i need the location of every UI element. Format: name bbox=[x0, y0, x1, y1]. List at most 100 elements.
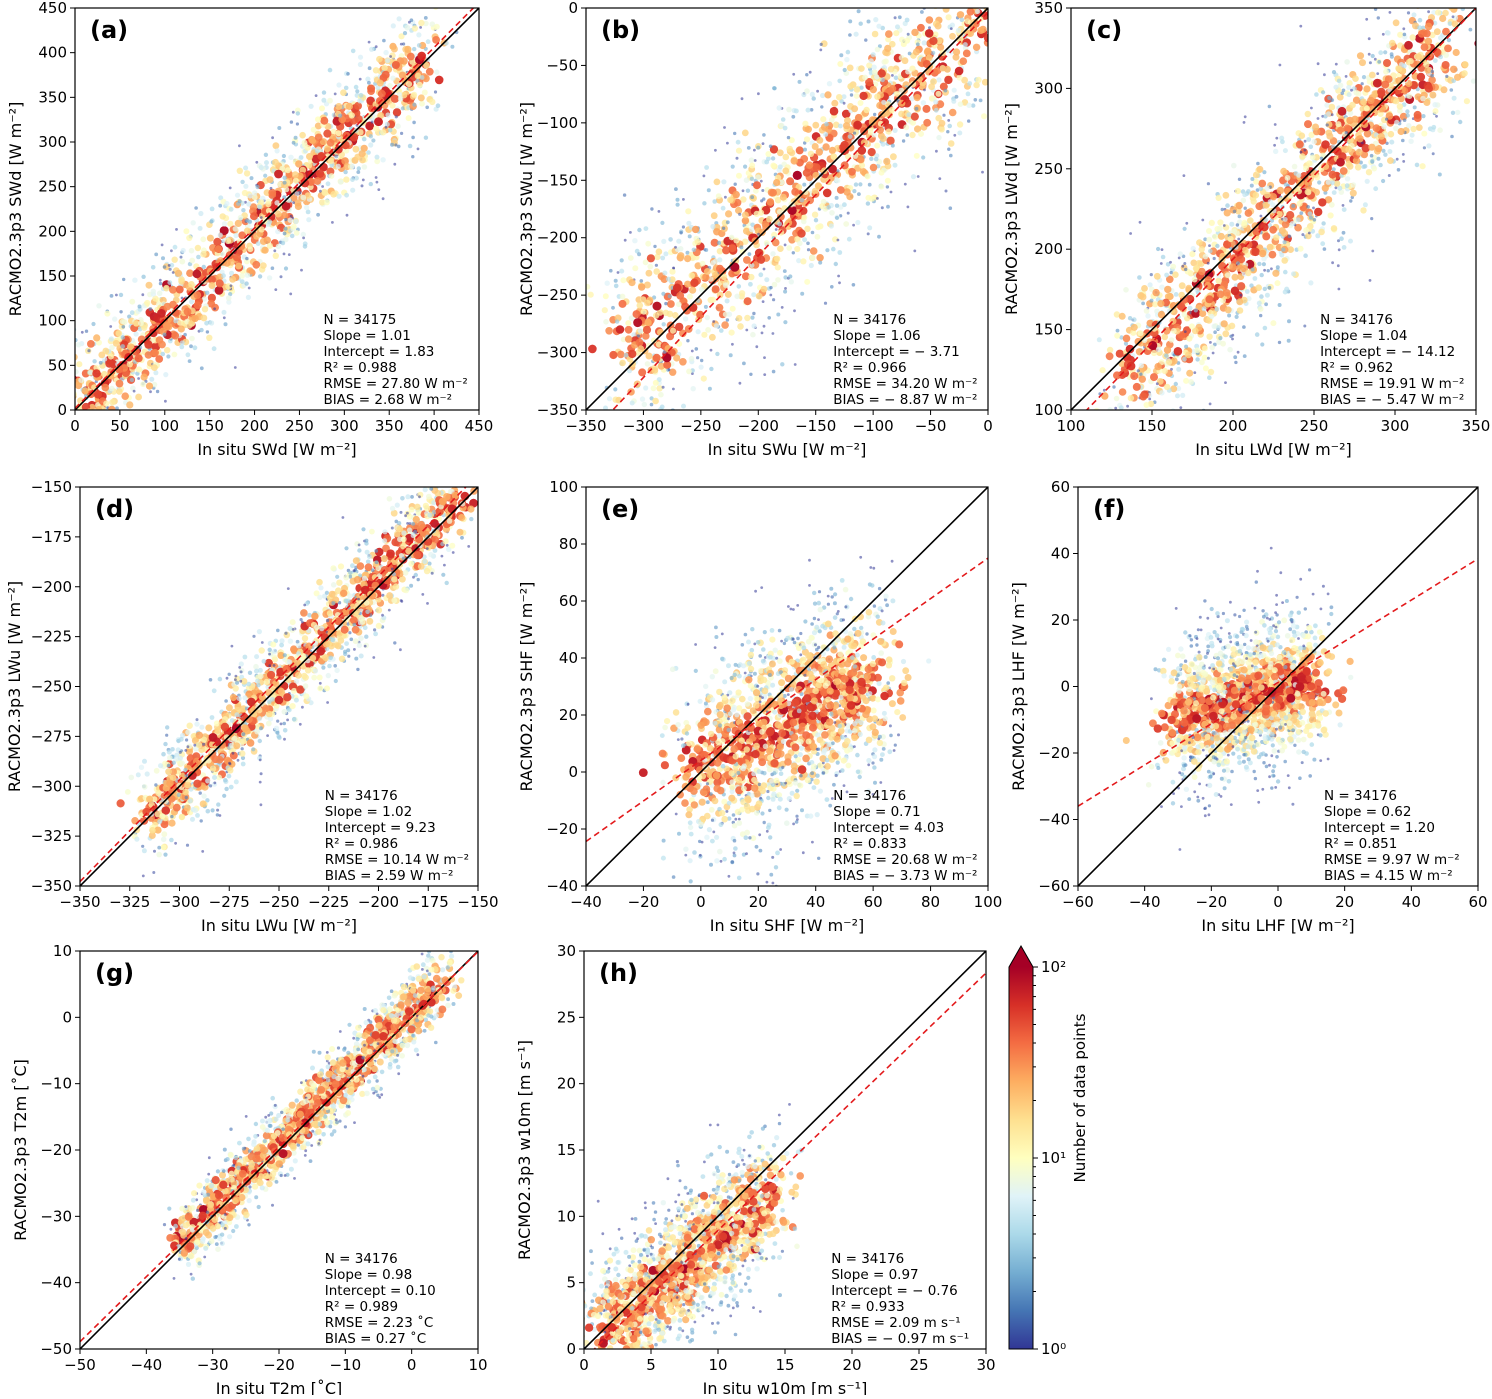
data-point bbox=[1310, 107, 1313, 110]
data-point bbox=[1363, 85, 1370, 92]
data-point bbox=[871, 52, 876, 57]
data-point bbox=[102, 384, 110, 392]
data-point bbox=[1159, 285, 1164, 290]
data-point bbox=[704, 268, 711, 275]
data-point bbox=[252, 261, 260, 269]
data-point bbox=[149, 307, 153, 311]
data-point bbox=[934, 108, 939, 113]
data-point bbox=[1408, 0, 1413, 4]
data-point bbox=[806, 161, 814, 169]
data-point bbox=[334, 145, 342, 153]
data-point bbox=[245, 273, 250, 278]
data-point bbox=[1209, 314, 1214, 319]
data-point bbox=[1150, 299, 1154, 303]
data-point bbox=[222, 310, 227, 315]
data-point bbox=[1425, 84, 1433, 92]
data-point bbox=[1383, 69, 1389, 75]
data-point bbox=[1335, 63, 1338, 66]
data-point bbox=[1243, 121, 1246, 124]
data-point bbox=[334, 679, 338, 683]
data-point bbox=[637, 302, 644, 309]
data-point bbox=[1257, 301, 1262, 306]
data-point bbox=[784, 287, 787, 290]
data-point bbox=[910, 120, 916, 126]
data-point bbox=[350, 177, 355, 182]
data-point bbox=[1164, 384, 1170, 390]
data-point bbox=[661, 292, 665, 296]
data-point bbox=[1218, 336, 1222, 340]
data-point bbox=[189, 336, 195, 342]
x-tick-label: 0 bbox=[70, 417, 80, 435]
data-point bbox=[1415, 53, 1422, 60]
data-point bbox=[1236, 261, 1240, 265]
data-point bbox=[726, 142, 729, 145]
data-point bbox=[1229, 222, 1234, 227]
data-point bbox=[812, 143, 819, 150]
data-point bbox=[773, 179, 780, 186]
data-point bbox=[375, 155, 380, 160]
data-point bbox=[650, 447, 654, 451]
data-point bbox=[1361, 82, 1364, 85]
data-point bbox=[948, 140, 955, 147]
data-point bbox=[739, 245, 743, 249]
data-point bbox=[376, 56, 383, 63]
data-point bbox=[264, 153, 268, 157]
data-point bbox=[633, 310, 641, 318]
data-point bbox=[1229, 323, 1236, 330]
data-point bbox=[815, 234, 821, 240]
data-point bbox=[888, 66, 895, 73]
data-point bbox=[1390, 52, 1394, 56]
data-point bbox=[823, 189, 832, 198]
x-tick-label: 250 bbox=[285, 417, 314, 435]
data-point bbox=[1251, 267, 1255, 271]
data-point bbox=[1119, 313, 1126, 320]
data-point bbox=[979, 99, 983, 103]
data-point bbox=[1381, 149, 1385, 153]
data-point bbox=[605, 281, 610, 286]
data-point bbox=[417, 43, 422, 48]
data-point bbox=[686, 339, 689, 342]
data-point bbox=[1199, 246, 1205, 252]
data-point bbox=[1397, 168, 1401, 172]
data-point bbox=[1287, 319, 1291, 323]
data-point bbox=[721, 179, 726, 184]
data-point bbox=[814, 218, 818, 222]
data-point bbox=[271, 266, 275, 270]
data-point bbox=[865, 173, 871, 179]
data-point bbox=[1426, 0, 1429, 2]
data-point bbox=[1308, 211, 1313, 216]
data-point bbox=[434, 90, 437, 93]
data-point bbox=[701, 332, 707, 338]
data-point bbox=[1406, 113, 1410, 117]
data-point bbox=[794, 363, 797, 366]
data-point bbox=[1189, 323, 1195, 329]
data-point bbox=[902, 139, 905, 142]
data-point bbox=[781, 306, 784, 309]
data-point bbox=[1462, 61, 1469, 68]
data-point bbox=[206, 330, 209, 333]
data-point bbox=[637, 456, 641, 460]
x-tick-label: 350 bbox=[375, 417, 404, 435]
data-point bbox=[1166, 359, 1172, 365]
data-point bbox=[1365, 18, 1368, 21]
data-point bbox=[725, 291, 732, 298]
data-point bbox=[69, 360, 73, 364]
data-point bbox=[771, 156, 775, 160]
data-point bbox=[1377, 157, 1381, 161]
data-point bbox=[349, 112, 355, 118]
data-point bbox=[172, 257, 178, 263]
data-point bbox=[899, 37, 905, 43]
data-point bbox=[1388, 131, 1395, 138]
data-point bbox=[960, 57, 968, 65]
data-point bbox=[163, 265, 167, 269]
data-point bbox=[198, 226, 203, 231]
data-point bbox=[1235, 188, 1241, 194]
data-point bbox=[353, 648, 356, 651]
data-point bbox=[73, 369, 79, 375]
data-point bbox=[1445, 75, 1448, 78]
data-point bbox=[1318, 198, 1326, 206]
data-point bbox=[736, 173, 742, 179]
data-point bbox=[1184, 345, 1188, 349]
data-point bbox=[733, 191, 740, 198]
